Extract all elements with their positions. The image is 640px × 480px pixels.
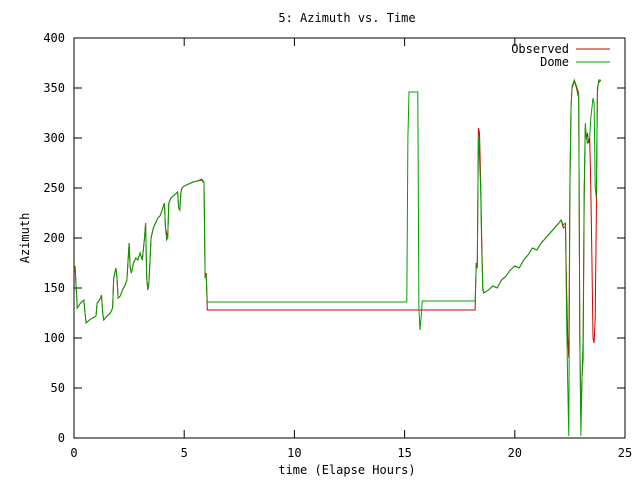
y-tick-label: 0 — [58, 431, 65, 445]
y-tick-label: 50 — [51, 381, 65, 395]
x-tick-label: 15 — [397, 446, 411, 460]
chart-title: 5: Azimuth vs. Time — [278, 11, 415, 25]
series-layer — [73, 78, 602, 437]
x-tick-label: 25 — [618, 446, 632, 460]
x-tick-label: 10 — [287, 446, 301, 460]
y-tick-label: 300 — [43, 131, 65, 145]
plot-area — [73, 37, 626, 439]
y-axis-label: Azimuth — [18, 213, 32, 264]
y-tick-label: 150 — [43, 281, 65, 295]
series-line-dome — [73, 78, 601, 437]
y-tick-label: 250 — [43, 181, 65, 195]
x-axis: 0 5 10 15 20 25 — [70, 38, 632, 460]
series-line-observed — [73, 79, 602, 419]
legend-label-observed: Observed — [511, 42, 569, 56]
x-tick-label: 0 — [70, 446, 77, 460]
y-tick-label: 400 — [43, 31, 65, 45]
x-tick-label: 5 — [181, 446, 188, 460]
y-tick-label: 350 — [43, 81, 65, 95]
plot-frame — [73, 37, 626, 439]
legend-label-dome: Dome — [540, 55, 569, 69]
x-tick-label: 20 — [508, 446, 522, 460]
y-tick-label: 200 — [43, 231, 65, 245]
x-axis-label: time (Elapse Hours) — [278, 463, 415, 477]
y-axis: 0 50 100 150 200 250 300 350 400 — [43, 31, 625, 445]
y-tick-label: 100 — [43, 331, 65, 345]
